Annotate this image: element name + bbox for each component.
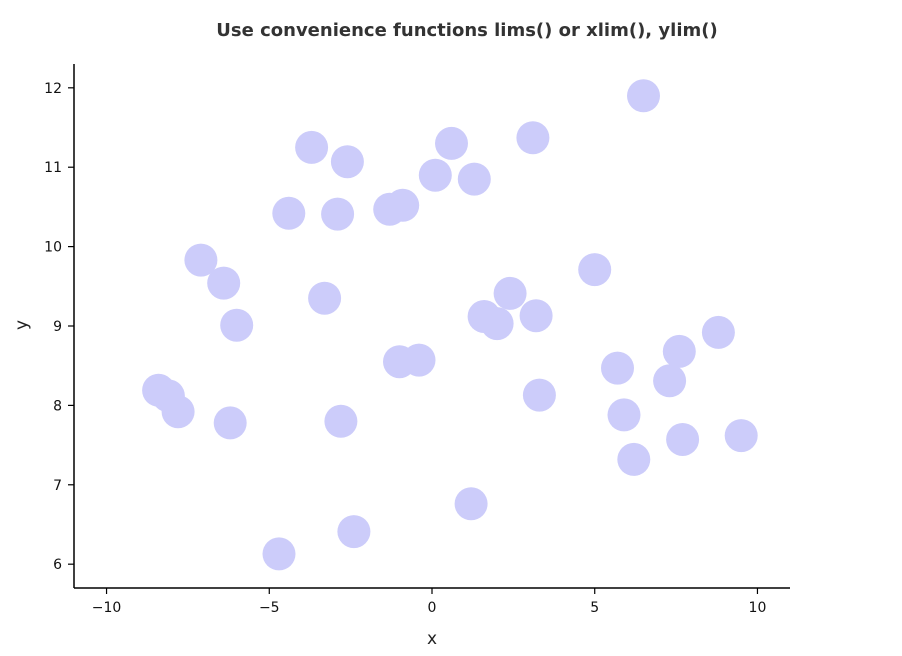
x-axis-title: x	[427, 629, 437, 649]
x-tick-label: −5	[259, 600, 280, 616]
data-point	[578, 253, 612, 287]
data-point	[607, 398, 641, 432]
data-point	[402, 343, 436, 377]
data-point	[295, 130, 329, 164]
data-point	[386, 188, 420, 222]
data-point	[493, 276, 527, 310]
data-point	[330, 145, 364, 179]
data-point	[662, 334, 696, 368]
data-point	[321, 197, 355, 231]
data-point	[724, 419, 758, 453]
data-point	[435, 126, 468, 160]
data-point	[220, 308, 254, 342]
data-point	[701, 315, 735, 349]
data-point	[161, 395, 195, 429]
data-point	[519, 299, 553, 333]
data-point	[522, 378, 556, 412]
data-point	[617, 442, 651, 476]
data-point	[308, 281, 342, 315]
x-tick-label: 5	[590, 600, 599, 616]
data-point	[454, 487, 488, 521]
data-point	[601, 351, 634, 385]
data-point	[337, 515, 371, 549]
x-tick-label: 0	[428, 600, 437, 616]
data-point	[418, 158, 452, 192]
data-point	[516, 121, 550, 155]
data-point	[653, 364, 687, 398]
y-tick-label: 12	[44, 81, 62, 97]
data-point	[262, 537, 296, 571]
data-point	[213, 406, 247, 440]
axes-layer: −10 −5 0 5 10 6 7 8 9 10 11 12	[44, 64, 790, 616]
data-point	[207, 266, 241, 300]
y-tick-label: 6	[53, 557, 62, 573]
points-layer	[142, 79, 758, 571]
data-point	[184, 243, 218, 277]
data-point	[457, 162, 491, 196]
y-tick-label: 8	[53, 398, 62, 414]
data-point	[666, 423, 700, 456]
y-tick-label: 9	[53, 319, 62, 335]
y-tick-label: 10	[44, 240, 62, 256]
y-tick-label: 7	[53, 478, 62, 494]
data-point	[480, 307, 514, 341]
chart-title: Use convenience functions lims() or xlim…	[216, 20, 717, 41]
data-point	[324, 404, 358, 438]
data-point	[272, 196, 306, 230]
y-tick-label: 11	[44, 160, 62, 176]
y-axis-title: y	[12, 320, 32, 330]
x-tick-label: −10	[92, 600, 122, 616]
x-tick-label: 10	[749, 600, 767, 616]
data-point	[627, 79, 660, 113]
